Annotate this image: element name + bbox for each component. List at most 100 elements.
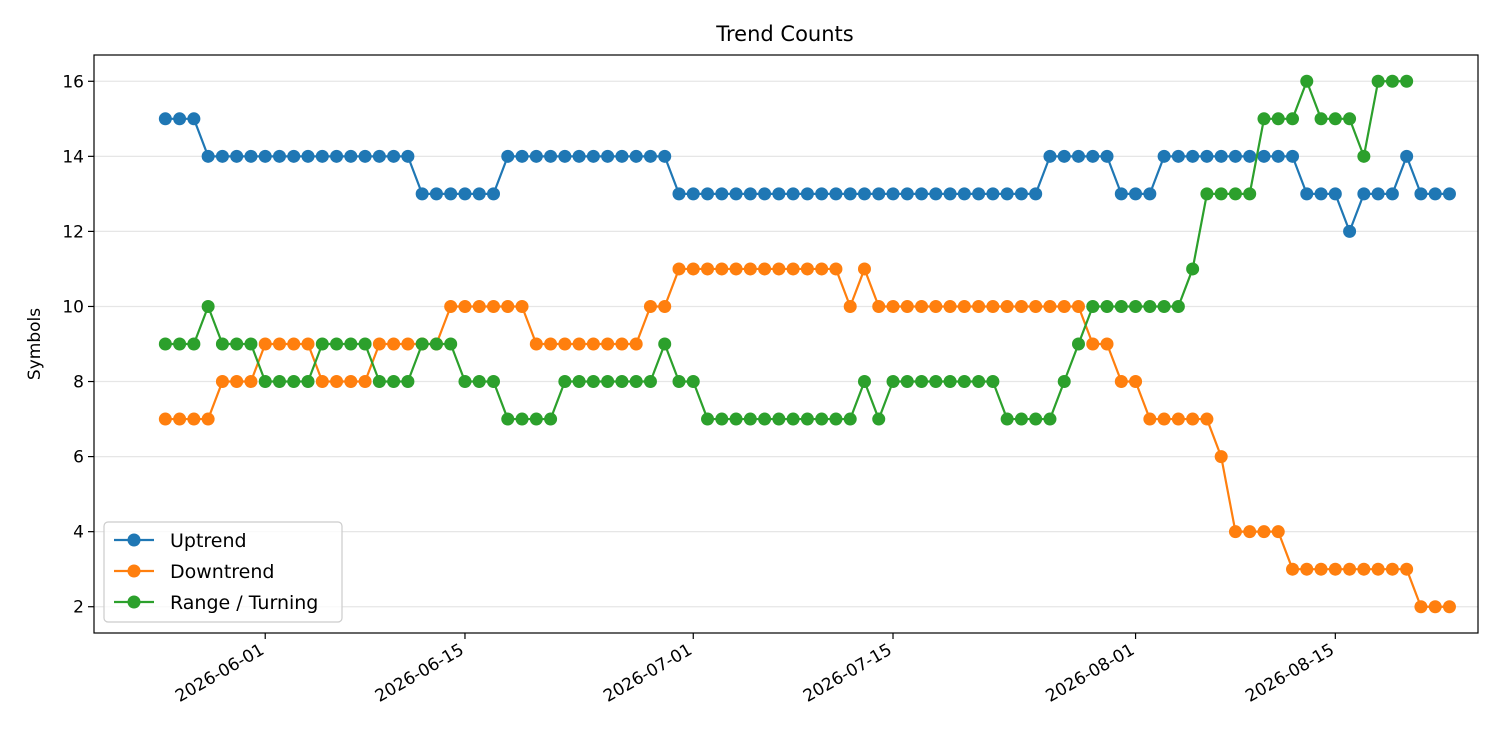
data-point: [529, 337, 543, 351]
data-point: [943, 299, 957, 313]
data-point: [1314, 112, 1328, 126]
data-point: [943, 187, 957, 201]
data-point: [558, 337, 572, 351]
data-point: [915, 187, 929, 201]
data-point: [315, 337, 329, 351]
data-point: [1243, 187, 1257, 201]
data-point: [715, 187, 729, 201]
data-point: [387, 149, 401, 163]
data-point: [173, 412, 187, 426]
data-point: [315, 149, 329, 163]
data-point: [815, 262, 829, 276]
data-point: [515, 412, 529, 426]
data-point: [601, 149, 615, 163]
legend: Uptrend Downtrend Range / Turning: [103, 521, 343, 623]
data-point: [215, 149, 229, 163]
data-point: [258, 337, 272, 351]
data-point: [301, 337, 315, 351]
data-point: [601, 337, 615, 351]
data-point: [715, 412, 729, 426]
data-point: [1029, 412, 1043, 426]
data-point: [544, 337, 558, 351]
data-point: [358, 149, 372, 163]
x-tick-label: 2026-07-15: [800, 640, 896, 707]
x-tick-label: 2026-07-01: [600, 640, 696, 707]
data-point: [1257, 525, 1271, 539]
data-point: [301, 375, 315, 389]
data-point: [1271, 525, 1285, 539]
data-point: [1000, 299, 1014, 313]
data-point: [972, 299, 986, 313]
data-point: [758, 412, 772, 426]
data-point: [986, 375, 1000, 389]
data-point: [758, 262, 772, 276]
y-tick-label: 2: [73, 598, 84, 618]
data-point: [330, 149, 344, 163]
data-point: [272, 149, 286, 163]
data-point: [672, 262, 686, 276]
data-point: [1071, 149, 1085, 163]
data-point: [786, 412, 800, 426]
data-point: [173, 337, 187, 351]
data-point: [401, 375, 415, 389]
data-point: [1343, 224, 1357, 238]
data-point: [1371, 74, 1385, 88]
data-point: [401, 149, 415, 163]
data-point: [1442, 600, 1456, 614]
data-point: [929, 187, 943, 201]
data-point: [658, 337, 672, 351]
data-point: [1400, 74, 1414, 88]
data-point: [743, 262, 757, 276]
data-point: [372, 375, 386, 389]
data-point: [1114, 299, 1128, 313]
data-point: [1057, 299, 1071, 313]
data-point: [672, 375, 686, 389]
data-point: [415, 187, 429, 201]
data-point: [558, 149, 572, 163]
data-point: [258, 149, 272, 163]
data-point: [501, 299, 515, 313]
data-point: [872, 412, 886, 426]
data-point: [629, 375, 643, 389]
data-point: [686, 187, 700, 201]
data-point: [857, 375, 871, 389]
data-point: [972, 375, 986, 389]
x-tick-label: 2026-08-15: [1242, 640, 1338, 707]
data-point: [1400, 562, 1414, 576]
data-point: [1228, 149, 1242, 163]
data-point: [215, 337, 229, 351]
data-point: [957, 299, 971, 313]
chart-title: Trend Counts: [715, 22, 853, 46]
data-point: [729, 262, 743, 276]
legend-label: Downtrend: [170, 561, 274, 583]
data-point: [1371, 187, 1385, 201]
y-tick-label: 6: [73, 448, 84, 468]
y-axis-label: Symbols: [25, 308, 45, 380]
data-point: [330, 375, 344, 389]
data-point: [1343, 112, 1357, 126]
data-point: [387, 375, 401, 389]
data-point: [401, 337, 415, 351]
data-point: [843, 299, 857, 313]
y-tick-label: 4: [73, 523, 84, 543]
data-point: [230, 375, 244, 389]
data-point: [1414, 187, 1428, 201]
data-point: [358, 375, 372, 389]
data-point: [187, 337, 201, 351]
data-point: [344, 149, 358, 163]
data-point: [1186, 262, 1200, 276]
data-point: [1043, 149, 1057, 163]
data-point: [429, 187, 443, 201]
data-point: [886, 299, 900, 313]
series-lines: [158, 74, 1456, 614]
data-point: [458, 299, 472, 313]
data-point: [572, 337, 586, 351]
data-point: [544, 149, 558, 163]
y-tick-label: 14: [62, 147, 84, 167]
legend-label: Range / Turning: [170, 592, 318, 614]
data-point: [1200, 149, 1214, 163]
data-point: [815, 187, 829, 201]
data-point: [1200, 187, 1214, 201]
data-point: [1086, 149, 1100, 163]
